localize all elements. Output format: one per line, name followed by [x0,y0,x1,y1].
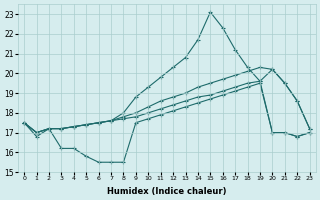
X-axis label: Humidex (Indice chaleur): Humidex (Indice chaleur) [107,187,227,196]
